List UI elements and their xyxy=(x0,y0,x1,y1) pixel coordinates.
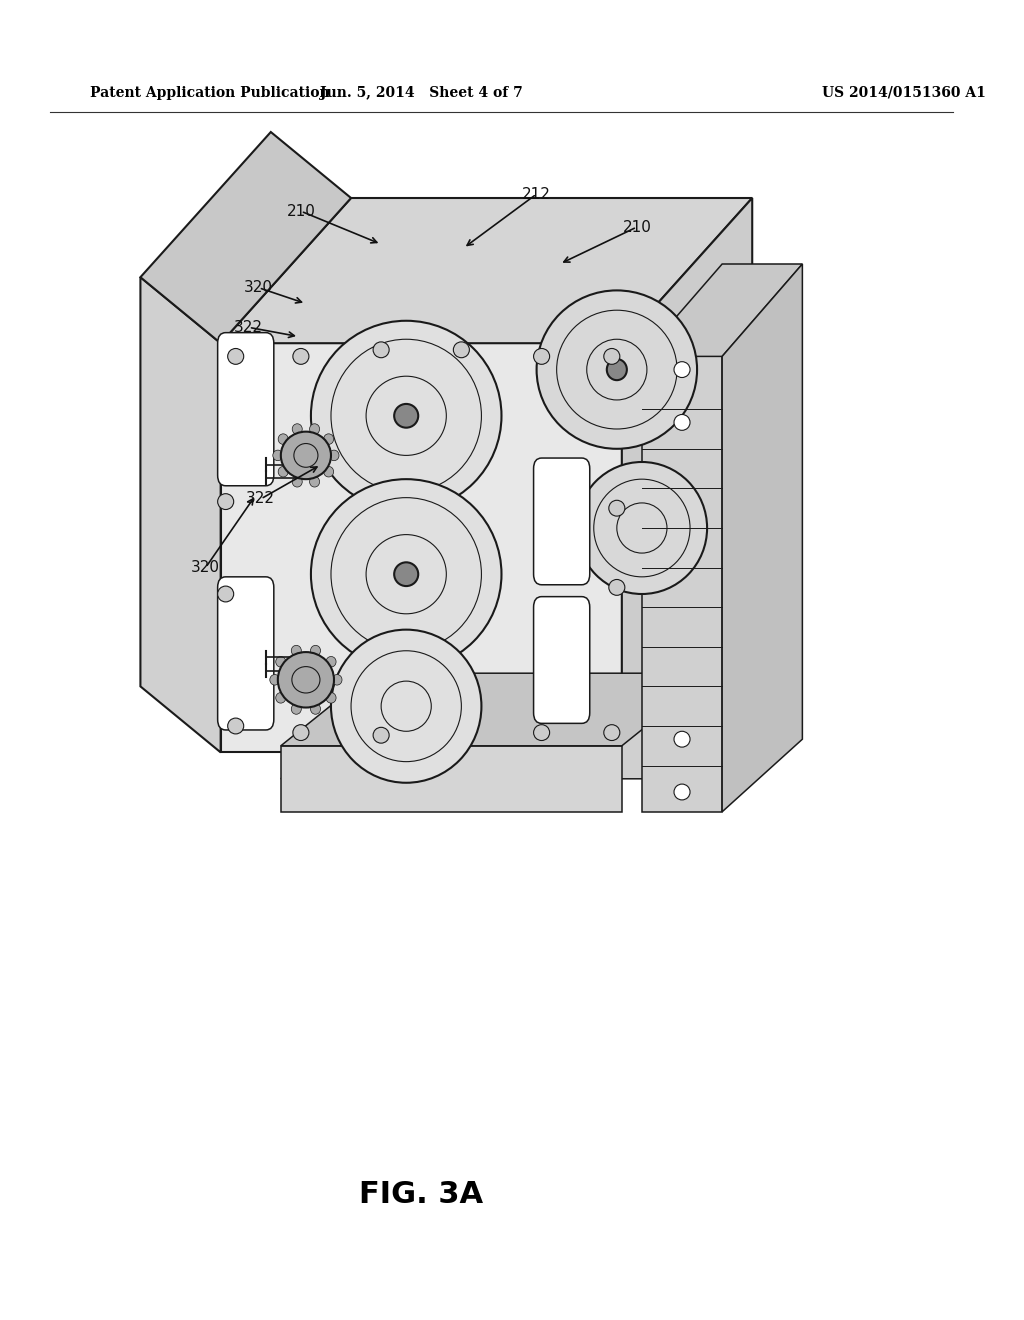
Ellipse shape xyxy=(309,477,319,487)
Ellipse shape xyxy=(218,494,233,510)
Ellipse shape xyxy=(674,731,690,747)
Ellipse shape xyxy=(291,645,301,656)
Polygon shape xyxy=(622,198,753,752)
Ellipse shape xyxy=(534,725,550,741)
Polygon shape xyxy=(281,673,712,746)
Ellipse shape xyxy=(577,462,708,594)
Ellipse shape xyxy=(309,424,319,434)
Text: 322: 322 xyxy=(247,491,275,507)
Ellipse shape xyxy=(324,434,334,445)
Ellipse shape xyxy=(278,652,334,708)
Ellipse shape xyxy=(326,656,336,667)
Ellipse shape xyxy=(291,704,301,714)
Polygon shape xyxy=(140,277,220,752)
FancyBboxPatch shape xyxy=(534,597,590,723)
Polygon shape xyxy=(220,343,622,752)
Ellipse shape xyxy=(674,784,690,800)
Polygon shape xyxy=(642,264,803,356)
Ellipse shape xyxy=(218,586,233,602)
Text: 212: 212 xyxy=(522,186,551,202)
Ellipse shape xyxy=(674,414,690,430)
Ellipse shape xyxy=(292,477,302,487)
Ellipse shape xyxy=(332,675,342,685)
Ellipse shape xyxy=(674,362,690,378)
Ellipse shape xyxy=(272,450,283,461)
Ellipse shape xyxy=(293,348,309,364)
Ellipse shape xyxy=(293,725,309,741)
Ellipse shape xyxy=(394,562,418,586)
Text: 320: 320 xyxy=(191,560,220,576)
Polygon shape xyxy=(281,700,762,779)
Ellipse shape xyxy=(454,342,469,358)
FancyBboxPatch shape xyxy=(534,458,590,585)
Polygon shape xyxy=(220,198,753,343)
Text: US 2014/0151360 A1: US 2014/0151360 A1 xyxy=(822,86,986,100)
Ellipse shape xyxy=(537,290,697,449)
Polygon shape xyxy=(722,264,803,812)
Text: FIG. 3A: FIG. 3A xyxy=(359,1180,483,1209)
Polygon shape xyxy=(140,132,351,343)
Ellipse shape xyxy=(310,704,321,714)
Text: 320: 320 xyxy=(245,280,273,296)
Ellipse shape xyxy=(279,466,288,477)
Ellipse shape xyxy=(311,479,502,669)
Ellipse shape xyxy=(326,693,336,704)
Ellipse shape xyxy=(279,434,288,445)
Text: 210: 210 xyxy=(623,219,651,235)
Ellipse shape xyxy=(310,645,321,656)
Ellipse shape xyxy=(604,348,620,364)
Ellipse shape xyxy=(275,693,286,704)
Ellipse shape xyxy=(329,450,339,461)
Ellipse shape xyxy=(269,675,280,685)
Ellipse shape xyxy=(281,432,331,479)
Ellipse shape xyxy=(373,727,389,743)
Ellipse shape xyxy=(373,342,389,358)
Ellipse shape xyxy=(275,656,286,667)
FancyBboxPatch shape xyxy=(218,577,273,730)
Text: Jun. 5, 2014   Sheet 4 of 7: Jun. 5, 2014 Sheet 4 of 7 xyxy=(319,86,522,100)
Ellipse shape xyxy=(394,404,418,428)
Ellipse shape xyxy=(609,500,625,516)
Text: 210: 210 xyxy=(287,203,315,219)
Ellipse shape xyxy=(311,321,502,511)
Ellipse shape xyxy=(227,348,244,364)
Ellipse shape xyxy=(324,466,334,477)
Ellipse shape xyxy=(534,348,550,364)
Ellipse shape xyxy=(607,359,627,380)
Ellipse shape xyxy=(292,424,302,434)
Ellipse shape xyxy=(227,718,244,734)
Text: 322: 322 xyxy=(234,319,263,335)
FancyBboxPatch shape xyxy=(218,333,273,486)
Polygon shape xyxy=(642,356,722,812)
Ellipse shape xyxy=(609,579,625,595)
Ellipse shape xyxy=(331,630,481,783)
Ellipse shape xyxy=(604,725,620,741)
Polygon shape xyxy=(281,746,622,812)
Text: Patent Application Publication: Patent Application Publication xyxy=(90,86,330,100)
